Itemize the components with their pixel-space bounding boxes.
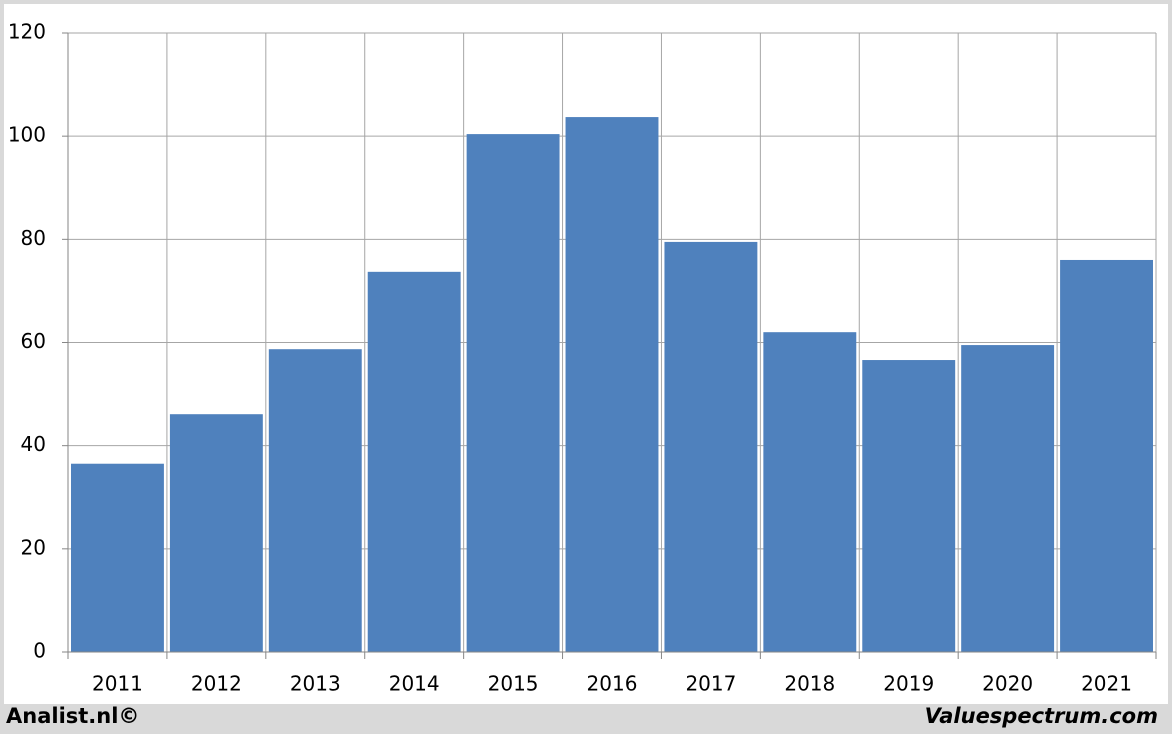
bar	[466, 134, 560, 652]
bar	[664, 241, 758, 652]
bar	[268, 349, 362, 652]
bar	[169, 414, 263, 652]
x-tick-label: 2012	[191, 672, 242, 696]
x-tick-label: 2016	[587, 672, 638, 696]
y-tick-label: 40	[21, 432, 46, 456]
bar	[763, 332, 857, 652]
y-tick-label: 100	[8, 123, 46, 147]
bar	[862, 360, 956, 652]
bar	[565, 117, 659, 653]
x-tick-label: 2020	[982, 672, 1033, 696]
bar	[367, 271, 461, 652]
y-tick-label: 0	[33, 639, 46, 663]
x-tick-label: 2017	[685, 672, 736, 696]
bar	[1060, 259, 1153, 652]
bar	[71, 463, 164, 652]
x-tick-label: 2014	[389, 672, 440, 696]
y-tick-label: 60	[21, 329, 46, 353]
watermark-left: Analist.nl©	[6, 704, 139, 728]
x-tick-label: 2018	[784, 672, 835, 696]
x-tick-label: 2015	[488, 672, 539, 696]
x-tick-label: 2013	[290, 672, 341, 696]
x-tick-label: 2011	[92, 672, 143, 696]
y-tick-label: 120	[8, 20, 46, 44]
y-tick-label: 20	[21, 535, 46, 559]
watermark-right: Valuespectrum.com	[925, 704, 1158, 728]
bar	[961, 345, 1055, 652]
x-tick-label: 2019	[883, 672, 934, 696]
x-tick-label: 2021	[1081, 672, 1132, 696]
y-tick-label: 80	[21, 226, 46, 250]
